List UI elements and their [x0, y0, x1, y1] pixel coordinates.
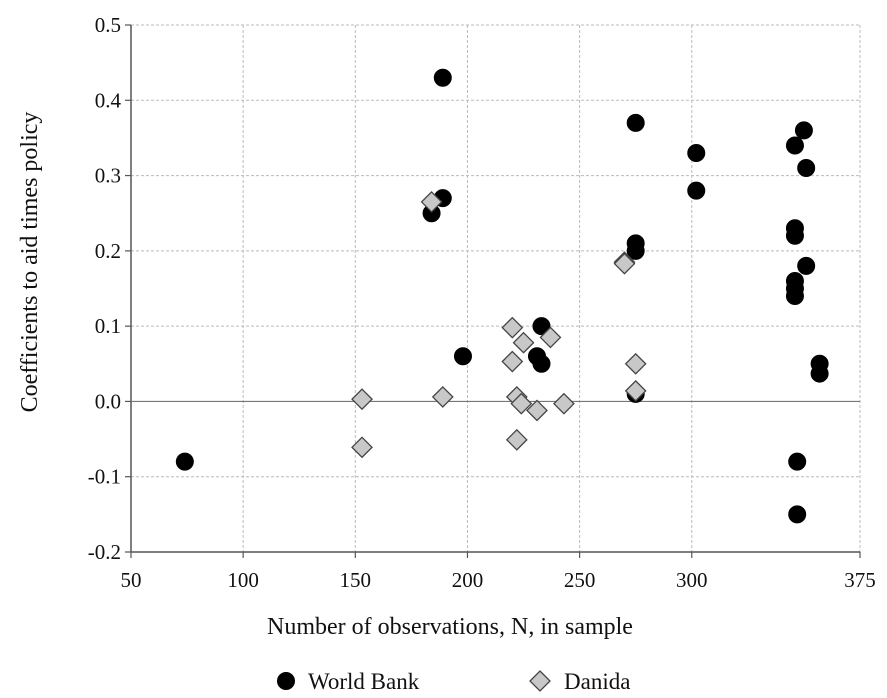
- y-tick-label: 0.3: [95, 164, 121, 188]
- danida-point: [624, 352, 647, 375]
- world-bank-point: [797, 159, 816, 178]
- danida-point: [351, 436, 373, 459]
- x-tick-label: 100: [227, 568, 259, 592]
- axes: [125, 24, 861, 558]
- danida-point: [512, 331, 535, 354]
- world-bank-point: [797, 256, 816, 275]
- world-bank-point: [626, 241, 645, 260]
- danida-point: [505, 428, 528, 451]
- world-bank-point: [788, 452, 807, 471]
- world-bank-point: [810, 364, 829, 383]
- legend-label: World Bank: [308, 669, 420, 694]
- legend-marker-world-bank: [277, 672, 295, 690]
- x-tick-label: 250: [564, 568, 596, 592]
- grid-lines: [131, 24, 861, 552]
- danida-point: [351, 388, 373, 411]
- y-axis-label: Coefficients to aid times policy: [17, 112, 43, 413]
- danida-point: [539, 326, 562, 349]
- data-points: [175, 68, 829, 524]
- y-tick-label: 0.0: [95, 389, 121, 413]
- x-tick-label: 50: [121, 568, 142, 592]
- world-bank-point: [785, 287, 804, 306]
- world-bank-point: [175, 452, 194, 471]
- x-tick-label: 200: [452, 568, 484, 592]
- world-bank-point: [626, 113, 645, 132]
- y-tick-label: -0.2: [88, 540, 121, 564]
- x-tick-label: 300: [676, 568, 708, 592]
- world-bank-point: [788, 505, 807, 524]
- danida-point: [420, 191, 443, 213]
- world-bank-point: [687, 143, 706, 162]
- world-bank-point: [785, 226, 804, 245]
- x-tick-label: 375: [844, 568, 876, 592]
- y-tick-label: 0.2: [95, 239, 121, 263]
- world-bank-point: [532, 354, 551, 373]
- x-axis-label: Number of observations, N, in sample: [267, 614, 633, 640]
- world-bank-point: [433, 68, 452, 87]
- y-tick-label: 0.5: [95, 13, 121, 37]
- world-bank-point: [794, 121, 813, 140]
- danida-point: [431, 385, 454, 408]
- world-bank-point: [532, 317, 551, 336]
- danida-point: [510, 392, 533, 415]
- danida-point: [501, 350, 524, 373]
- danida-point: [613, 252, 636, 275]
- danida-point: [624, 379, 647, 402]
- world-bank-point: [687, 181, 706, 200]
- legend-label: Danida: [564, 669, 630, 694]
- world-bank-point: [785, 136, 804, 155]
- world-bank-point: [453, 347, 472, 366]
- legend: World Bank Danida: [277, 669, 630, 694]
- y-tick-label: 0.4: [95, 88, 122, 112]
- legend-marker-danida: [529, 670, 551, 692]
- tick-labels: -0.2 -0.1 0.0 0.1 0.2 0.3 0.4 0.5 50 100 150 200 250…: [88, 13, 876, 592]
- y-tick-label: -0.1: [88, 465, 121, 489]
- danida-point: [552, 392, 575, 415]
- danida-point: [501, 316, 524, 339]
- danida-point: [526, 399, 548, 422]
- y-tick-label: 0.1: [95, 314, 121, 338]
- x-tick-label: 150: [340, 568, 372, 592]
